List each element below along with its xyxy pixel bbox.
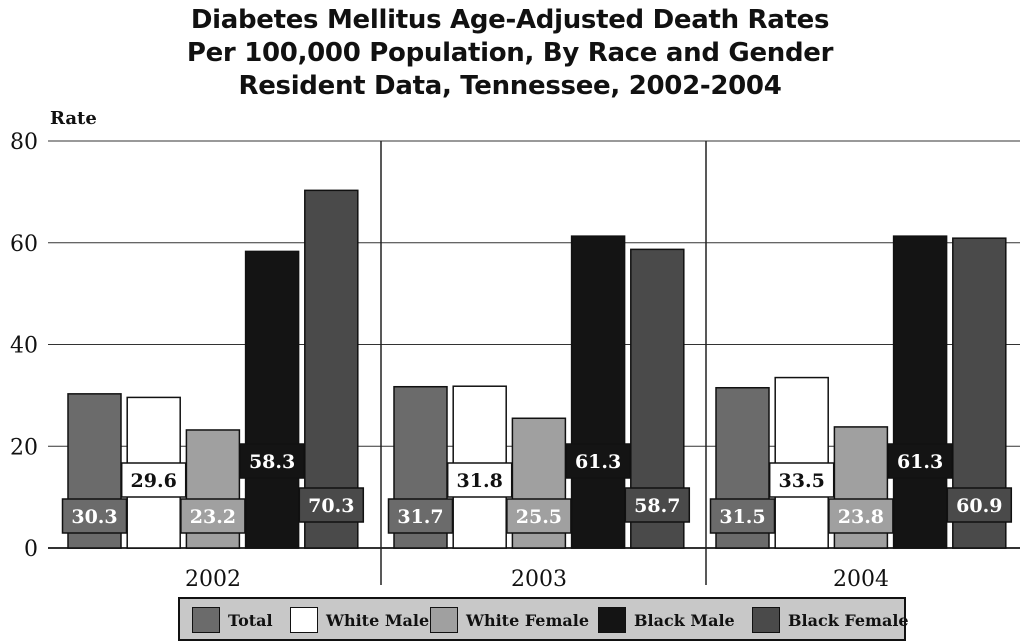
data-label-box <box>565 443 631 479</box>
legend-item-white-male: White Male <box>290 606 429 634</box>
legend-item-black-female: Black Female <box>752 606 909 634</box>
chart-title-line-1: Diabetes Mellitus Age-Adjusted Death Rat… <box>190 5 830 35</box>
legend-label-white-male: White Male <box>326 610 430 630</box>
legend-label-black-female: Black Female <box>788 610 909 630</box>
data-label-white-female-2004: 23.8 <box>838 506 884 528</box>
legend-label-white-female: White Female <box>466 610 590 630</box>
chart-title-line-2: Per 100,000 Population, By Race and Gend… <box>186 38 834 68</box>
legend: Total White Male White Female Black Male… <box>178 597 909 641</box>
legend-item-black-male: Black Male <box>598 606 735 634</box>
x-tick-label-2003: 2003 <box>511 567 567 592</box>
data-label-box <box>387 498 454 534</box>
data-label-black-female-2002: 70.3 <box>308 495 354 517</box>
data-label-white-female-2002: 23.2 <box>190 506 236 528</box>
y-tick-label: 40 <box>10 334 38 359</box>
bar-black-male-2004 <box>892 235 948 549</box>
x-tick-label-2002: 2002 <box>185 567 241 592</box>
data-label-box <box>61 498 128 534</box>
data-label-black-male-2004: 61.3 <box>897 451 943 473</box>
chart-title-line-3: Resident Data, Tennessee, 2002-2004 <box>238 71 782 101</box>
y-tick-label: 60 <box>10 232 38 257</box>
data-label-box <box>239 443 305 479</box>
bar-black-male-2003 <box>570 235 626 549</box>
legend-swatch-total <box>192 607 220 633</box>
y-tick-label: 80 <box>10 130 38 155</box>
legend-swatch-black-male <box>598 607 626 633</box>
data-label-white-female-2003: 25.5 <box>516 506 562 528</box>
data-label-box <box>709 498 776 534</box>
y-tick-label: 20 <box>10 435 38 460</box>
legend-label-black-male: Black Male <box>634 610 735 630</box>
data-label-black-male-2003: 61.3 <box>575 451 621 473</box>
data-label-box <box>298 487 365 523</box>
legend-item-total: Total <box>192 606 273 634</box>
legend-swatch-white-male <box>290 607 318 633</box>
data-label-box <box>180 498 246 534</box>
data-label-black-female-2003: 58.7 <box>634 495 680 517</box>
y-tick-label: 0 <box>24 537 38 562</box>
data-label-black-female-2004: 60.9 <box>956 495 1002 517</box>
data-label-white-male-2004: 33.5 <box>779 470 825 492</box>
data-label-box <box>768 462 835 498</box>
data-label-box <box>946 487 1013 523</box>
data-label-box <box>828 498 894 534</box>
data-label-box <box>624 487 691 523</box>
data-label-black-male-2002: 58.3 <box>249 451 295 473</box>
data-label-white-male-2003: 31.8 <box>457 470 503 492</box>
legend-label-total: Total <box>228 610 273 630</box>
legend-item-white-female: White Female <box>430 606 589 634</box>
data-label-white-male-2002: 29.6 <box>131 470 177 492</box>
data-label-box <box>120 462 187 498</box>
data-label-total-2003: 31.7 <box>397 506 443 528</box>
data-label-box <box>887 443 953 479</box>
legend-swatch-black-female <box>752 607 780 633</box>
data-label-total-2002: 30.3 <box>71 506 117 528</box>
bar-black-male-2002 <box>244 250 300 549</box>
chart-title: Diabetes Mellitus Age-Adjusted Death Rat… <box>0 4 1020 103</box>
y-axis-label: Rate <box>50 108 97 129</box>
data-label-total-2004: 31.5 <box>719 506 765 528</box>
legend-swatch-white-female <box>430 607 458 633</box>
data-label-box <box>446 462 513 498</box>
data-label-box <box>506 498 572 534</box>
x-tick-label-2004: 2004 <box>833 567 889 592</box>
